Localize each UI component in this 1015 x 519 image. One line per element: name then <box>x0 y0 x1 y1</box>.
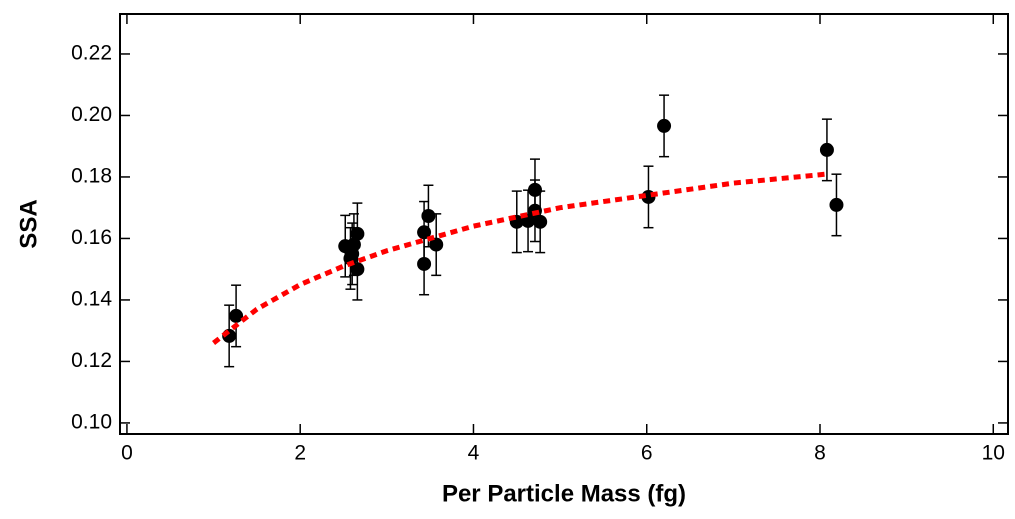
data-point <box>350 226 365 241</box>
y-tick-label: 0.16 <box>71 226 112 249</box>
y-tick-label: 0.22 <box>71 42 112 65</box>
data-point <box>345 246 360 261</box>
x-axis-title: Per Particle Mass (fg) <box>442 480 686 507</box>
y-tick-label: 0.14 <box>71 287 112 310</box>
data-point <box>829 197 844 212</box>
data-point <box>417 256 432 271</box>
data-point <box>819 142 834 157</box>
fit-curve <box>212 171 829 345</box>
y-tick-label: 0.20 <box>71 103 112 126</box>
x-tick-label: 10 <box>982 442 1005 465</box>
x-tick-label: 2 <box>294 442 306 465</box>
data-point <box>350 262 365 277</box>
x-tick-label: 8 <box>814 442 826 465</box>
x-tick-label: 0 <box>121 442 133 465</box>
data-point <box>533 214 548 229</box>
y-axis-title: SSA <box>15 199 42 248</box>
y-tick-label: 0.18 <box>71 165 112 188</box>
x-tick-label: 6 <box>641 442 653 465</box>
plot-frame <box>119 13 1009 435</box>
y-tick-label: 0.12 <box>71 349 112 372</box>
data-point <box>417 225 432 240</box>
x-tick-label: 4 <box>468 442 480 465</box>
data-point <box>429 237 444 252</box>
y-tick-label: 0.10 <box>71 410 112 433</box>
data-point <box>421 209 436 224</box>
data-point <box>229 308 244 323</box>
data-point <box>657 118 672 133</box>
